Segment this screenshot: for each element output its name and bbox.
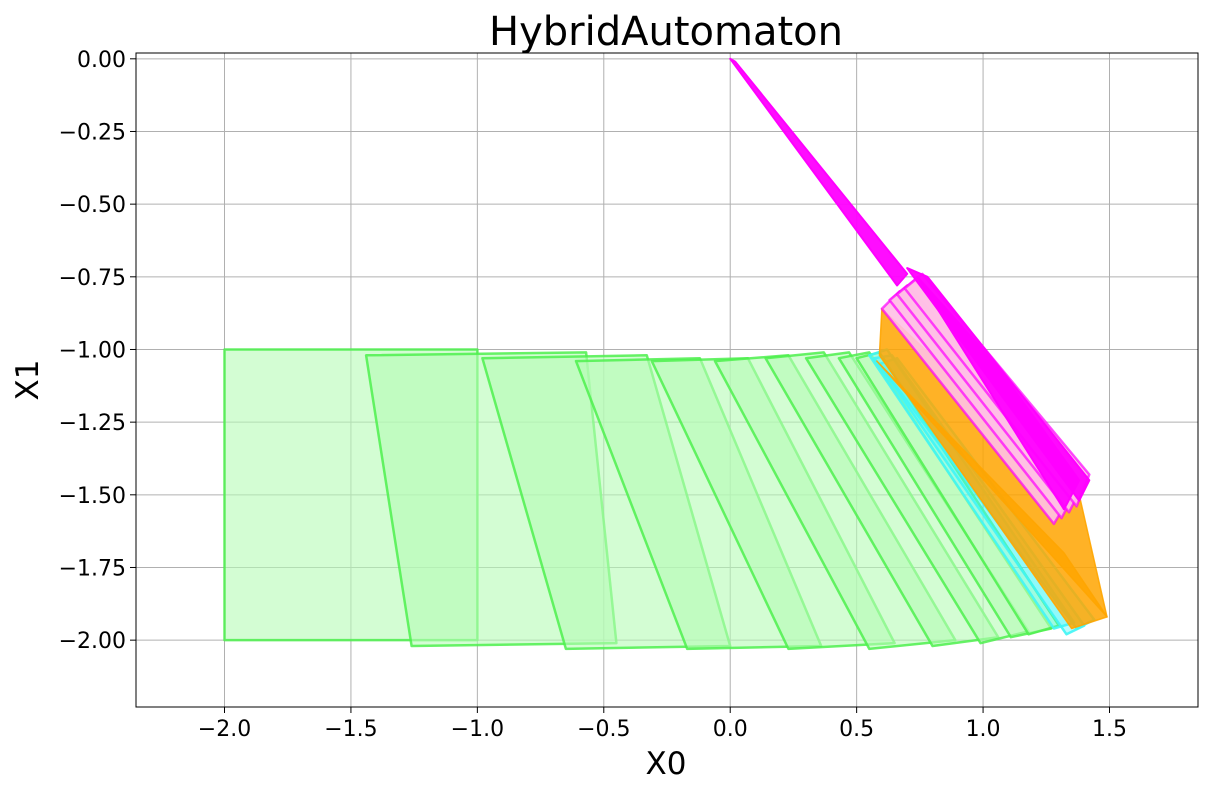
y-tick-label: −0.75 [59, 266, 126, 291]
x-tick-label: −1.0 [451, 717, 504, 742]
polygon-layer [223, 57, 1108, 651]
y-tick-label: −1.25 [59, 411, 126, 436]
x-axis-label: X0 [646, 746, 687, 782]
x-tick-label: 1.0 [966, 717, 1001, 742]
x-tick-label: −2.0 [198, 717, 251, 742]
y-tick-label: −0.50 [59, 193, 126, 218]
x-tick-label: 0.0 [713, 717, 748, 742]
y-tick-label: −1.00 [59, 338, 126, 363]
x-tick-label: −1.5 [324, 717, 377, 742]
y-tick-label: −1.75 [59, 556, 126, 581]
magenta-reach-polygon [916, 275, 1081, 511]
y-axis-label: X1 [10, 360, 46, 401]
y-tick-label: −2.00 [59, 629, 126, 654]
tick-layer: −2.0 −1.5 −1.0 −0.5 0.0 0.5 1.0 1.5 0.00 −0.25 −0.… [59, 48, 1127, 742]
orange-reach-polygon [876, 360, 1108, 618]
plot-frame [135, 52, 1199, 708]
y-tick-label: 0.00 [77, 48, 126, 73]
magenta-reach-polygon [729, 57, 909, 287]
x-tick-label: −0.5 [577, 717, 630, 742]
x-tick-label: 0.5 [839, 717, 874, 742]
y-tick-label: −0.25 [59, 120, 126, 145]
y-tick-label: −1.50 [59, 484, 126, 509]
chart-title: HybridAutomaton [489, 9, 843, 55]
x-tick-label: 1.5 [1092, 717, 1127, 742]
